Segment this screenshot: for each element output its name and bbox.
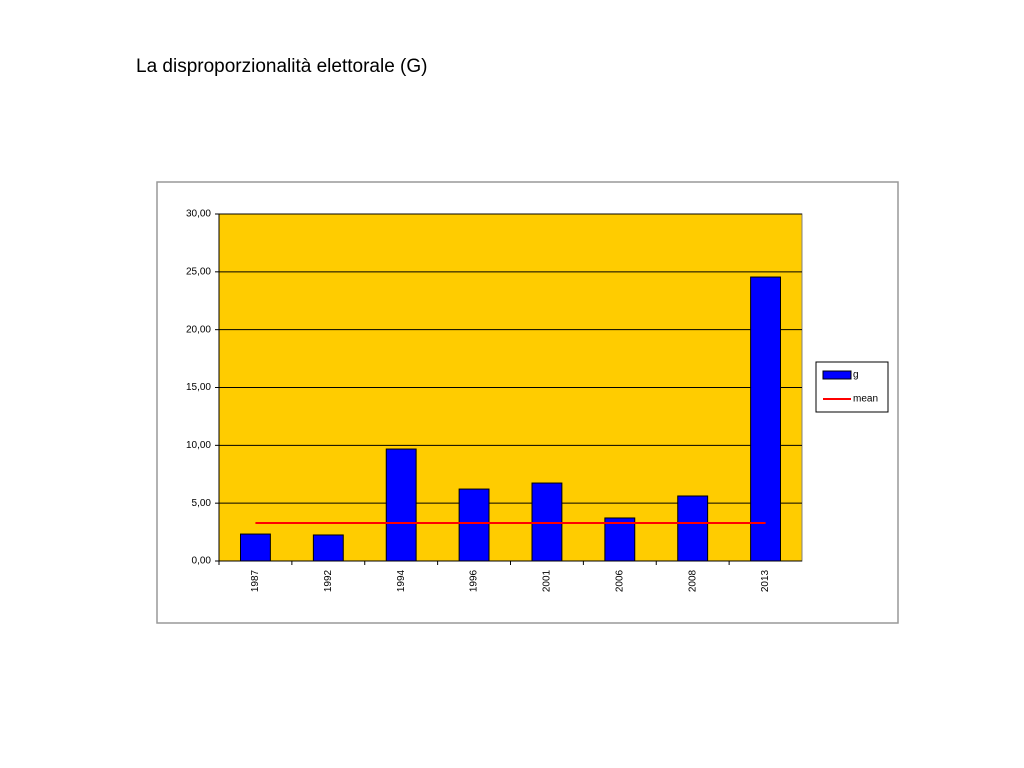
- legend-label: g: [853, 370, 859, 381]
- bar: [604, 517, 636, 562]
- x-tick-label: 2008: [687, 569, 698, 592]
- legend-swatch: [822, 370, 852, 380]
- bar: [385, 448, 417, 562]
- y-tick-label: 5,00: [192, 498, 212, 509]
- x-tick-label: 2006: [614, 569, 625, 592]
- x-tick-label: 2013: [760, 569, 771, 592]
- x-tick-label: 1994: [396, 569, 407, 592]
- bar: [239, 533, 271, 562]
- y-tick-label: 0,00: [192, 556, 212, 567]
- y-tick-label: 15,00: [186, 382, 211, 393]
- y-tick-label: 30,00: [186, 209, 211, 220]
- legend: [815, 361, 889, 413]
- x-tick-label: 1987: [250, 569, 261, 592]
- y-tick-label: 10,00: [186, 440, 211, 451]
- bar: [312, 534, 344, 562]
- y-tick-label: 20,00: [186, 324, 211, 335]
- bar: [677, 495, 709, 562]
- bar: [531, 482, 563, 562]
- x-tick-label: 1996: [469, 569, 480, 592]
- slide-title: La disproporzionalità elettorale (G): [136, 56, 428, 77]
- y-tick-label: 25,00: [186, 266, 211, 277]
- bar: [458, 488, 490, 562]
- x-tick-label: 1992: [323, 569, 334, 592]
- bar: [750, 276, 782, 562]
- x-tick-label: 2001: [542, 569, 553, 592]
- legend-label: mean: [853, 394, 878, 405]
